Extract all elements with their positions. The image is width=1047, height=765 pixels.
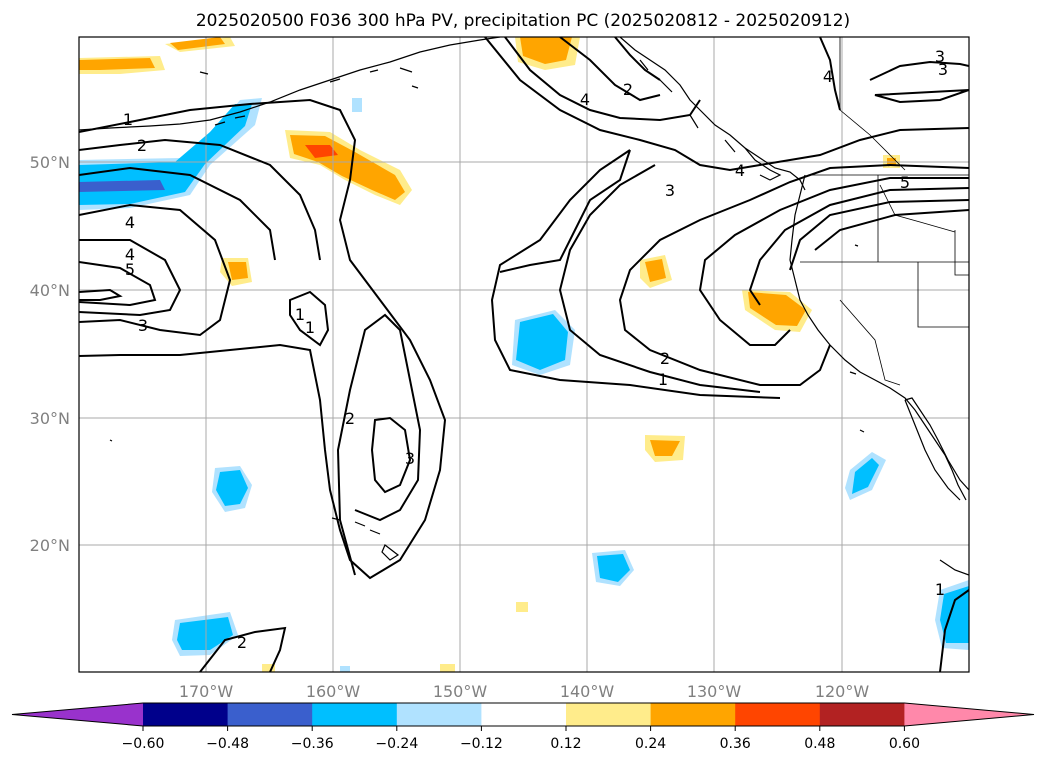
colorbar-segment (227, 703, 313, 726)
contour-label: 3 (405, 449, 415, 468)
map-area: 1 2 4 4 5 3 1 2 3 2 4 2 3 1 2 4 5 3 4 3 … (79, 37, 969, 672)
colorbar-segment (312, 703, 398, 726)
colorbar-tick-label: −0.24 (375, 736, 418, 752)
colorbar-tick-label: 0.60 (889, 736, 920, 752)
contour-label: 2 (660, 349, 670, 368)
contour-label: 3 (665, 181, 675, 200)
contour-label: 4 (580, 90, 590, 109)
pv-contours (79, 37, 969, 672)
contour-label: 5 (125, 260, 135, 279)
colorbar-segment (650, 703, 736, 726)
contour-label: 3 (935, 47, 945, 66)
lon-tick-label: 130°W (687, 682, 742, 701)
contour-label: 2 (137, 136, 147, 155)
colorbar-extend-max (904, 703, 1034, 726)
colorbar-tick-label: −0.48 (206, 736, 249, 752)
contour-label: 1 (935, 580, 945, 599)
contour-label: 4 (735, 161, 745, 180)
colorbar-segment (143, 703, 229, 726)
contour-label: 5 (900, 173, 910, 192)
colorbar-tick-label: 0.24 (635, 736, 666, 752)
colorbar-segment (566, 703, 652, 726)
colorbar-segment (819, 703, 905, 726)
contour-label: 1 (123, 110, 133, 129)
contour-label: 1 (658, 370, 668, 389)
coastlines (79, 37, 969, 576)
contour-label: 2 (237, 633, 247, 652)
colorbar-segment (735, 703, 821, 726)
contour-label: 3 (938, 60, 948, 79)
colorbar: −0.60 −0.48 −0.36 −0.24 −0.12 0.12 0.24 0.36 0.4… (11, 702, 1035, 752)
lon-tick-label: 120°W (815, 682, 870, 701)
map-title: 2025020500 F036 300 hPa PV, precipitatio… (196, 11, 850, 31)
contour-label: 4 (125, 245, 135, 264)
lon-tick-label: 170°W (179, 682, 234, 701)
colorbar-extend-min (12, 703, 143, 726)
lon-tick-label: 150°W (433, 682, 488, 701)
contour-label: 1 (295, 305, 305, 324)
lat-tick-label: 50°N (30, 153, 70, 172)
contour-label: 1 (305, 318, 315, 337)
colorbar-tick-label: −0.60 (122, 736, 165, 752)
map-frame (78, 36, 970, 673)
colorbar-tick-label: −0.12 (460, 736, 503, 752)
colorbar-segment (396, 703, 482, 726)
lat-ticks: 50°N 40°N 30°N 20°N (30, 153, 70, 555)
colorbar-tick-label: 0.36 (720, 736, 751, 752)
contour-label: 3 (138, 316, 148, 335)
contour-label: 4 (125, 213, 135, 232)
contour-label: 2 (623, 80, 633, 99)
contour-label: 4 (823, 67, 833, 86)
lon-tick-label: 140°W (560, 682, 615, 701)
lat-tick-label: 20°N (30, 536, 70, 555)
lat-tick-label: 30°N (30, 409, 70, 428)
colorbar-tick-label: −0.36 (291, 736, 334, 752)
lon-ticks: 170°W 160°W 150°W 140°W 130°W 120°W (179, 682, 870, 701)
borders (800, 37, 969, 386)
precip-shading (79, 37, 969, 672)
lat-tick-label: 40°N (30, 281, 70, 300)
lon-tick-label: 160°W (306, 682, 361, 701)
colorbar-segment (481, 703, 567, 726)
colorbar-tick-label: 0.48 (804, 736, 835, 752)
contour-label: 2 (345, 409, 355, 428)
pv-contour-labels: 1 2 4 4 5 3 1 2 3 2 4 2 3 1 2 4 5 3 4 3 … (123, 47, 948, 652)
colorbar-tick-label: 0.12 (550, 736, 581, 752)
